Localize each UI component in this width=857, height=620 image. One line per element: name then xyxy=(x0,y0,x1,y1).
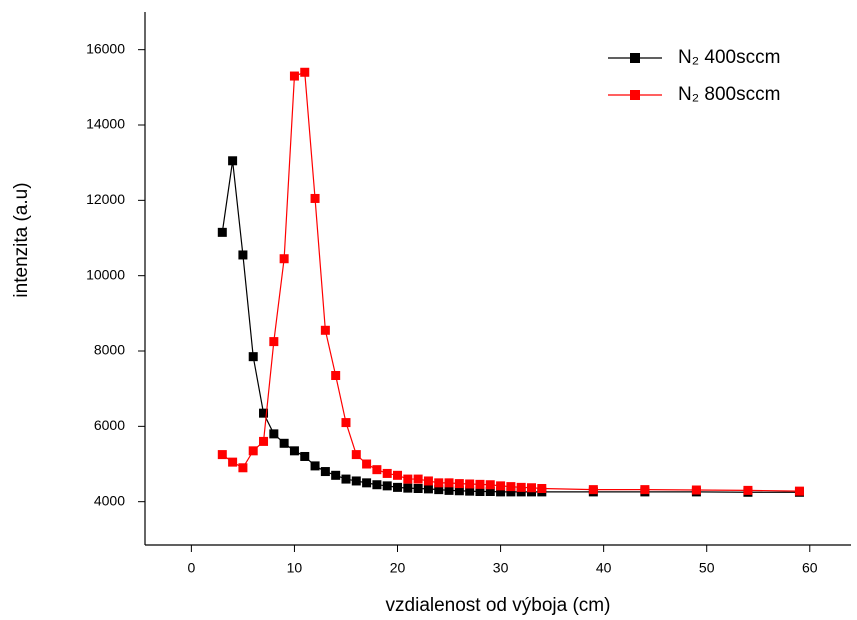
marker xyxy=(403,474,413,484)
marker xyxy=(465,486,475,496)
x-tick-label: 20 xyxy=(390,560,406,576)
marker xyxy=(248,352,258,362)
legend-text: N₂ 400sccm xyxy=(678,47,780,68)
marker xyxy=(289,71,299,81)
marker xyxy=(516,487,526,497)
marker xyxy=(310,461,320,471)
marker xyxy=(403,483,413,493)
marker xyxy=(259,408,269,418)
x-tick-label: 0 xyxy=(187,560,195,576)
marker xyxy=(269,337,279,347)
legend-marker xyxy=(630,90,640,100)
marker xyxy=(454,479,464,489)
marker xyxy=(279,254,289,264)
marker xyxy=(372,465,382,475)
x-tick-label: 50 xyxy=(699,560,715,576)
marker xyxy=(331,370,341,380)
marker xyxy=(320,325,330,335)
marker xyxy=(300,67,310,77)
marker xyxy=(228,457,238,467)
marker xyxy=(382,468,392,478)
series-line xyxy=(221,160,800,493)
marker xyxy=(444,485,454,495)
marker xyxy=(382,481,392,491)
marker xyxy=(351,450,361,460)
marker xyxy=(320,467,330,477)
marker xyxy=(743,485,753,495)
marker xyxy=(372,480,382,490)
marker xyxy=(506,487,516,497)
marker xyxy=(485,487,495,497)
marker xyxy=(310,193,320,203)
y-tick-label: 14000 xyxy=(86,116,125,132)
marker xyxy=(588,485,598,495)
legend-text: N₂ 800sccm xyxy=(678,84,780,105)
marker xyxy=(351,476,361,486)
marker xyxy=(341,474,351,484)
marker xyxy=(516,482,526,492)
marker xyxy=(537,483,547,493)
x-axis-title: vzdialenost od výboja (cm) xyxy=(386,595,611,616)
marker xyxy=(485,480,495,490)
marker xyxy=(496,481,506,491)
marker xyxy=(691,485,701,495)
marker xyxy=(444,478,454,488)
marker xyxy=(248,446,258,456)
legend-marker xyxy=(630,53,640,63)
marker xyxy=(794,486,804,496)
x-tick-label: 40 xyxy=(596,560,612,576)
marker xyxy=(269,429,279,439)
y-axis-title: intenzita (a.u) xyxy=(11,182,32,297)
marker xyxy=(289,446,299,456)
marker xyxy=(413,474,423,484)
series-line xyxy=(221,71,800,492)
marker xyxy=(434,485,444,495)
marker xyxy=(423,476,433,486)
marker xyxy=(259,436,269,446)
marker xyxy=(454,486,464,496)
marker xyxy=(423,484,433,494)
marker xyxy=(228,156,238,166)
marker xyxy=(434,478,444,488)
y-tick-label: 16000 xyxy=(86,40,125,56)
y-tick-label: 10000 xyxy=(86,266,125,282)
y-tick-label: 4000 xyxy=(94,492,125,508)
marker xyxy=(506,482,516,492)
marker xyxy=(238,463,248,473)
marker xyxy=(640,485,650,495)
x-tick-label: 30 xyxy=(493,560,509,576)
marker xyxy=(217,450,227,460)
marker xyxy=(362,478,372,488)
marker xyxy=(331,470,341,480)
marker xyxy=(496,487,506,497)
marker xyxy=(217,227,227,237)
marker xyxy=(393,470,403,480)
marker xyxy=(413,483,423,493)
marker xyxy=(526,483,536,493)
marker xyxy=(279,438,289,448)
x-tick-label: 60 xyxy=(802,560,818,576)
x-tick-label: 10 xyxy=(287,560,303,576)
marker xyxy=(475,487,485,497)
marker xyxy=(362,459,372,469)
marker xyxy=(465,479,475,489)
y-tick-label: 6000 xyxy=(94,417,125,433)
y-tick-label: 12000 xyxy=(86,191,125,207)
y-tick-label: 8000 xyxy=(94,342,125,358)
marker xyxy=(238,250,248,260)
marker xyxy=(475,479,485,489)
marker xyxy=(393,482,403,492)
marker xyxy=(341,418,351,428)
marker xyxy=(300,451,310,461)
